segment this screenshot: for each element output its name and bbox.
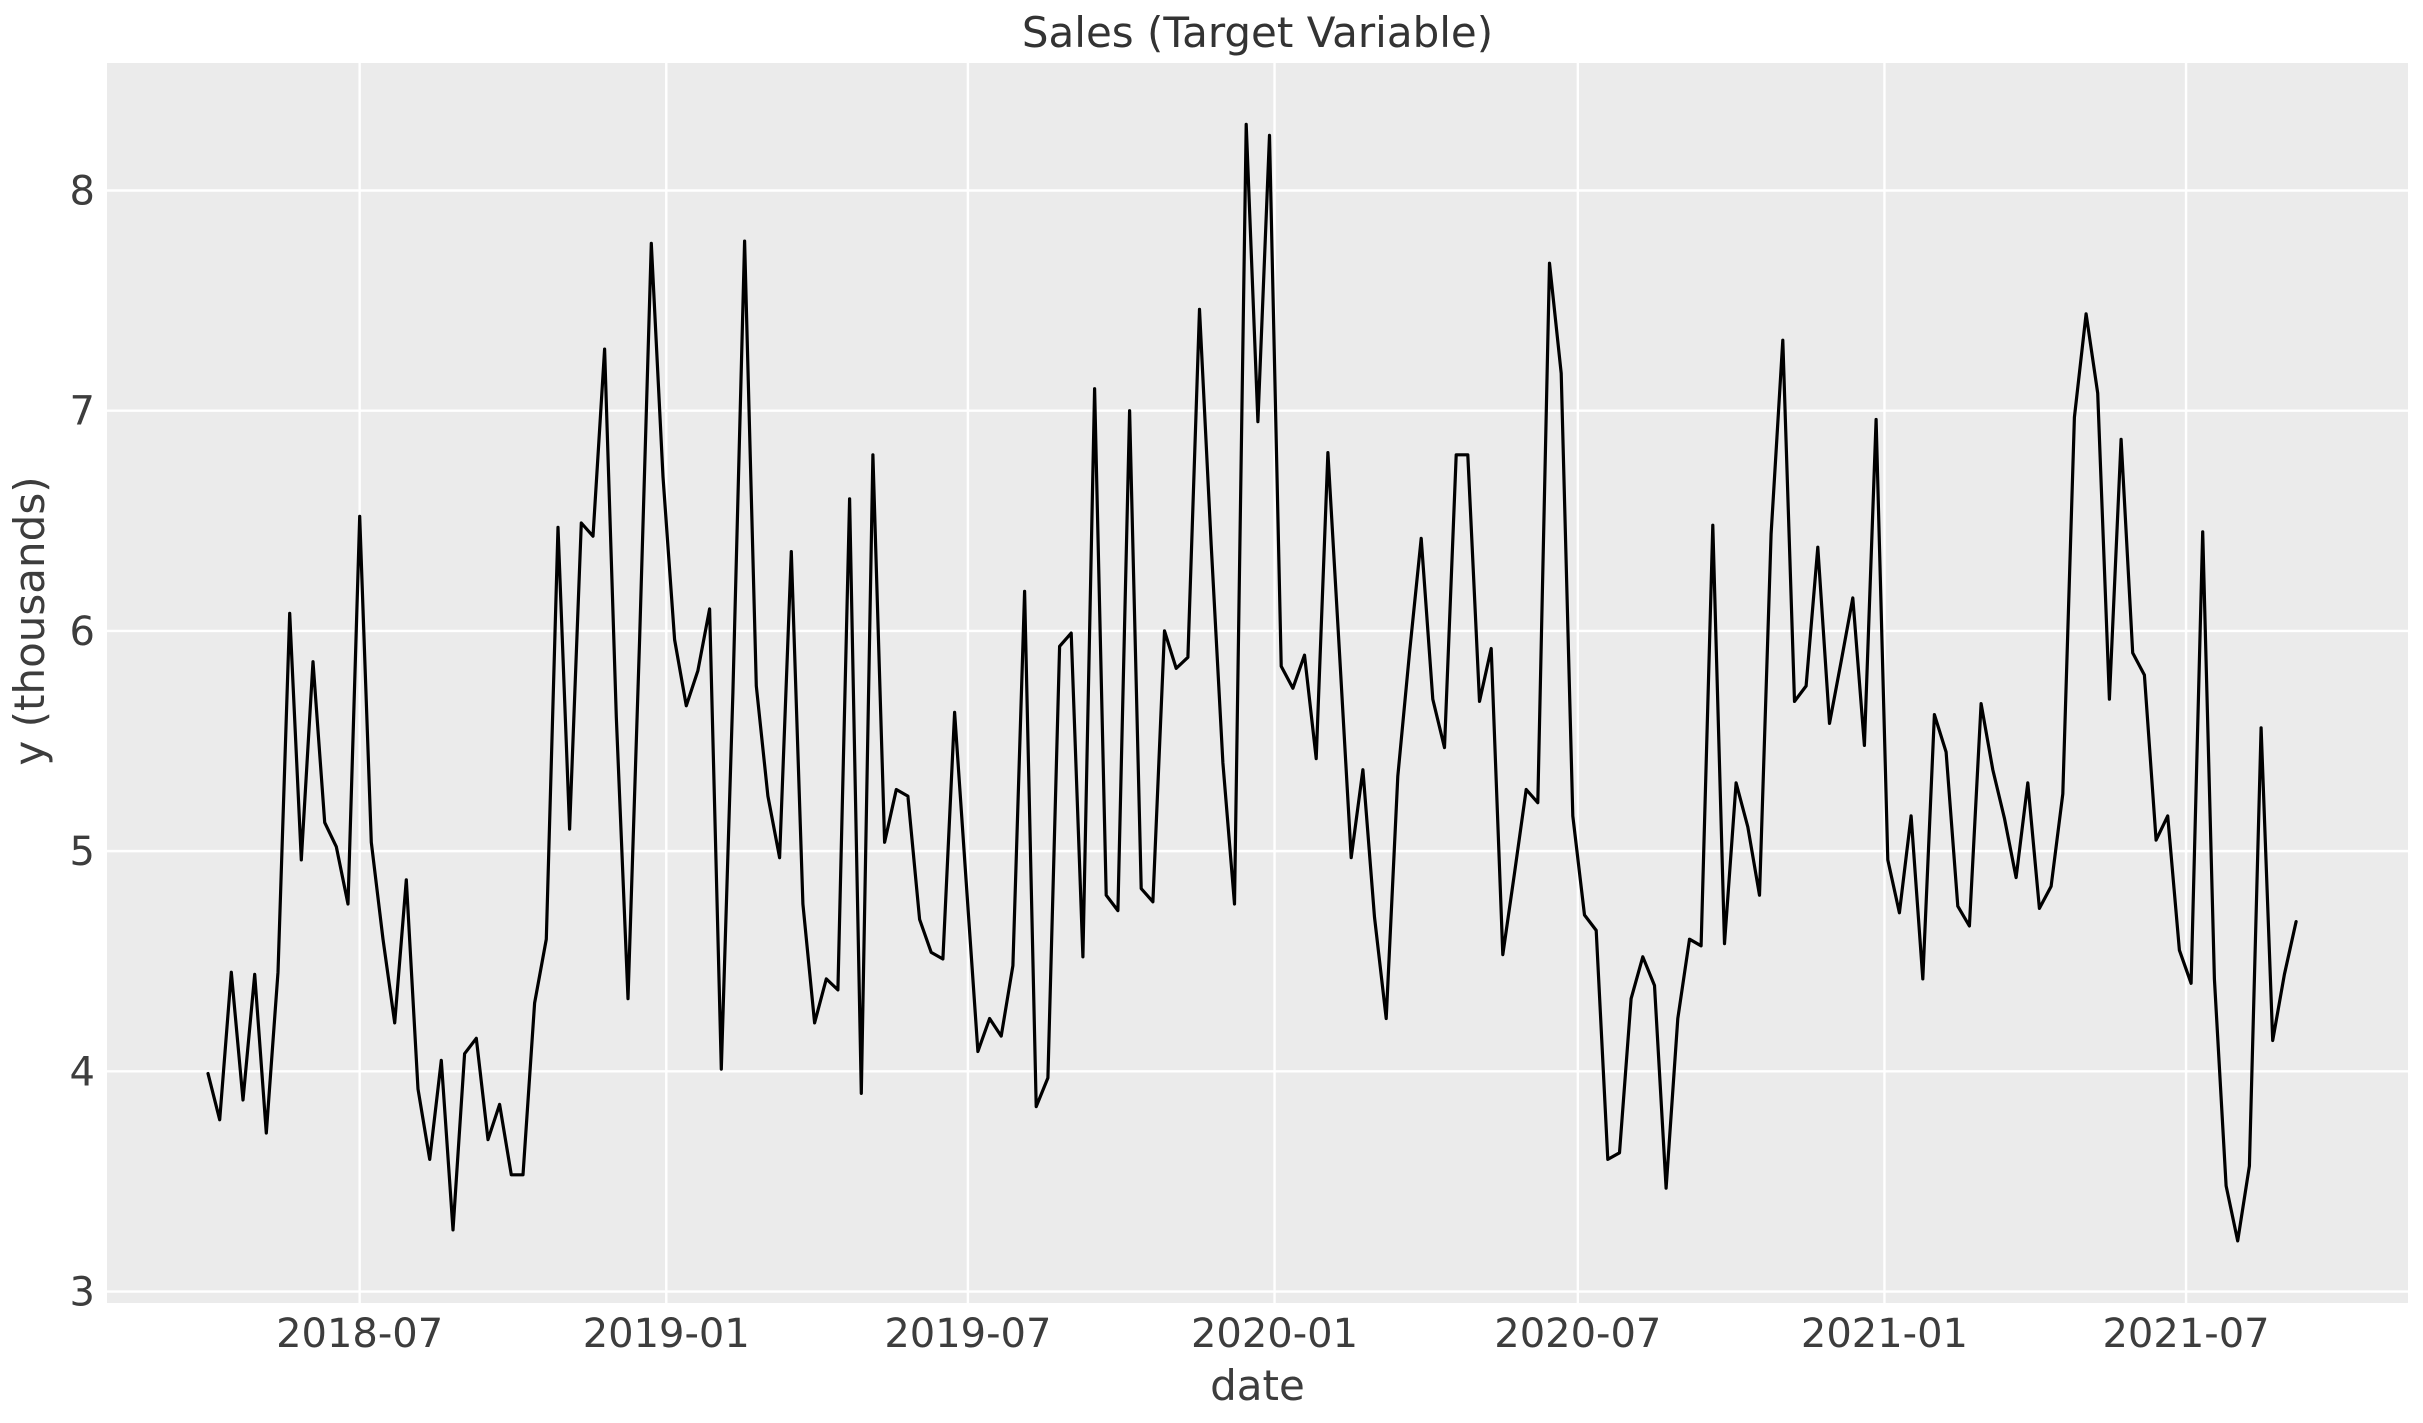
x-tick-label: 2021-07 xyxy=(2102,1311,2269,1357)
y-tick-label: 3 xyxy=(70,1270,95,1316)
x-tick-label: 2020-07 xyxy=(1494,1311,1661,1357)
y-tick-label: 8 xyxy=(70,169,95,215)
x-tick-label: 2021-01 xyxy=(1801,1311,1968,1357)
chart-title: Sales (Target Variable) xyxy=(1022,8,1493,57)
x-tick-label: 2019-01 xyxy=(583,1311,750,1357)
y-tick-label: 7 xyxy=(70,389,95,435)
axis-tick-labels: 3 4 5 6 7 8 2018-07 2019-01 2019-07 2020-01 2020-0… xyxy=(70,169,2270,1357)
x-tick-label: 2018-07 xyxy=(276,1311,443,1357)
plot-area xyxy=(107,63,2408,1303)
y-tick-label: 5 xyxy=(70,829,95,875)
series-line xyxy=(206,122,2298,1243)
x-axis-label: date xyxy=(1210,1361,1305,1410)
y-tick-label: 4 xyxy=(70,1049,95,1095)
series-line-layer xyxy=(206,122,2298,1243)
y-tick-label: 6 xyxy=(70,609,95,655)
x-tick-label: 2019-07 xyxy=(884,1311,1051,1357)
x-tick-label: 2020-01 xyxy=(1191,1311,1358,1357)
y-axis-label: y (thousands) xyxy=(5,476,54,765)
